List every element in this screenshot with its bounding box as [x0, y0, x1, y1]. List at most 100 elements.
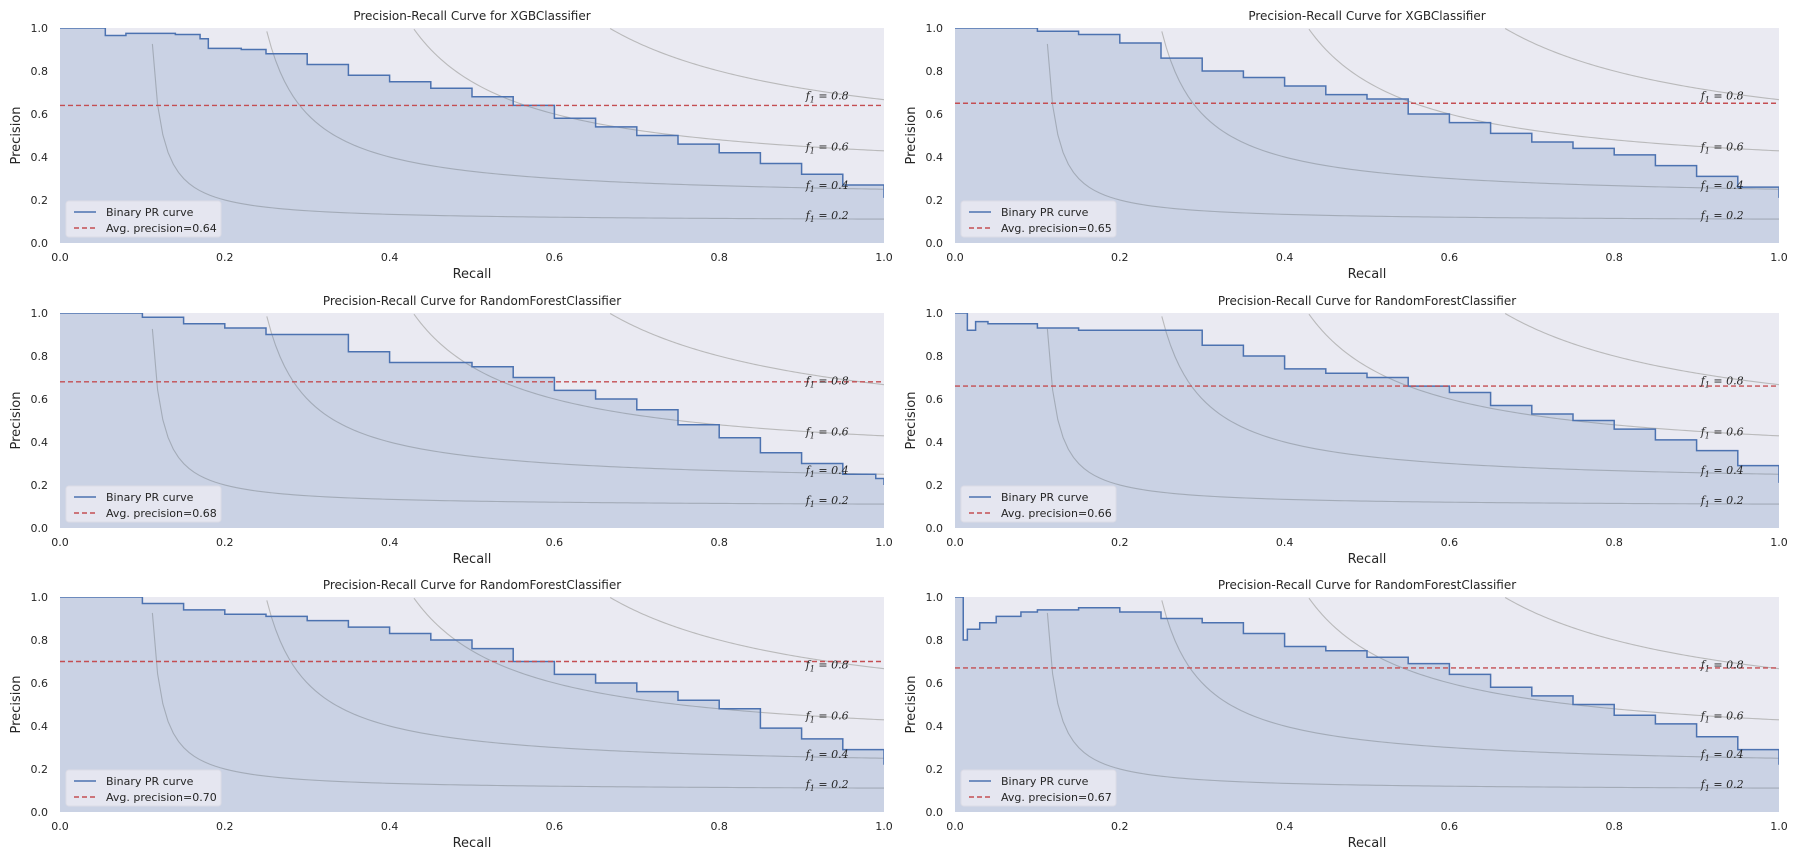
iso-f1-curve — [1504, 28, 1779, 101]
x-axis-label: Recall — [1348, 552, 1387, 567]
pr-curve-fill — [60, 28, 884, 243]
legend-box — [65, 200, 222, 238]
y-tick-label: 0.8 — [926, 634, 944, 647]
x-tick-label: 1.0 — [1770, 251, 1788, 264]
iso-f1-label: f1 = 0.8 — [805, 658, 849, 673]
x-tick-label: 0.6 — [546, 820, 564, 833]
iso-f1-label: f1 = 0.2 — [1700, 494, 1744, 509]
plot-content — [60, 28, 884, 243]
legend: Binary PR curve Avg. precision=0.66 — [960, 485, 1117, 523]
x-tick-label: 0.4 — [1276, 536, 1294, 549]
y-tick-label: 1.0 — [926, 591, 944, 604]
x-axis-label: Recall — [1348, 836, 1387, 851]
pr-curve-fill — [60, 313, 884, 528]
iso-f1-curve — [609, 313, 884, 386]
iso-f1-label: f1 = 0.4 — [805, 748, 849, 763]
x-tick-label: 0.2 — [216, 820, 234, 833]
iso-f1-curve — [151, 328, 884, 505]
pr-chart-5: f1 = 0.2 f1 = 0.4 f1 = 0.6 f1 = 0.8 Precisio… — [9, 578, 893, 851]
iso-f1-curve — [1046, 43, 1779, 220]
iso-f1-curve — [413, 313, 884, 437]
y-tick-label: 1.0 — [31, 22, 49, 35]
pr-chart-4: f1 = 0.2 f1 = 0.4 f1 = 0.6 f1 = 0.8 Precisio… — [904, 294, 1788, 567]
y-tick-label: 0.2 — [31, 194, 49, 207]
x-tick-label: 0.6 — [1441, 251, 1459, 264]
legend-label-ap: Avg. precision=0.67 — [1001, 791, 1112, 804]
iso-f1-label: f1 = 0.4 — [805, 179, 849, 194]
chart-title: Precision-Recall Curve for RandomForestC… — [323, 294, 621, 308]
y-axis-label: Precision — [9, 391, 24, 449]
legend-label-pr: Binary PR curve — [1001, 206, 1089, 219]
x-tick-label: 0.0 — [51, 820, 69, 833]
pr-curve-line — [60, 597, 884, 765]
y-tick-label: 0.2 — [926, 763, 944, 776]
y-tick-label: 0.8 — [31, 350, 49, 363]
iso-f1-label: f1 = 0.8 — [805, 374, 849, 389]
iso-f1-curve — [609, 28, 884, 101]
legend-label-ap: Avg. precision=0.68 — [106, 507, 217, 520]
iso-f1-label: f1 = 0.2 — [805, 494, 849, 509]
iso-f1-label: f1 = 0.8 — [1700, 89, 1744, 104]
iso-f1-label: f1 = 0.2 — [805, 778, 849, 793]
chart-title: Precision-Recall Curve for RandomForestC… — [1218, 578, 1516, 592]
x-tick-label: 0.0 — [51, 536, 69, 549]
y-tick-label: 0.8 — [926, 350, 944, 363]
y-tick-label: 0.8 — [31, 65, 49, 78]
legend: Binary PR curve Avg. precision=0.70 — [65, 769, 222, 807]
iso-f1-curve — [1161, 31, 1779, 190]
pr-curve-fill — [955, 597, 1779, 812]
iso-f1-label: f1 = 0.2 — [805, 209, 849, 224]
iso-f1-label: f1 = 0.2 — [1700, 778, 1744, 793]
iso-f1-curve — [1046, 612, 1779, 789]
y-tick-label: 0.8 — [926, 65, 944, 78]
y-tick-label: 0.6 — [31, 108, 49, 121]
iso-f1-label: f1 = 0.8 — [1700, 658, 1744, 673]
chart-title: Precision-Recall Curve for RandomForestC… — [1218, 294, 1516, 308]
iso-f1-label: f1 = 0.8 — [1700, 374, 1744, 389]
y-tick-label: 0.4 — [926, 720, 944, 733]
pr-curve-line — [60, 313, 884, 485]
iso-f1-curve — [1308, 28, 1779, 152]
pr-curve-line — [955, 28, 1779, 198]
pr-curve-line — [955, 597, 1779, 765]
iso-f1-curve — [609, 597, 884, 670]
pr-curve-fill — [955, 313, 1779, 528]
legend: Binary PR curve Avg. precision=0.64 — [65, 200, 222, 238]
iso-f1-label: f1 = 0.6 — [805, 710, 849, 725]
legend-label-pr: Binary PR curve — [106, 206, 194, 219]
iso-f1-curve — [266, 316, 884, 475]
pr-chart-2: f1 = 0.2 f1 = 0.4 f1 = 0.6 f1 = 0.8 Precisio… — [904, 9, 1788, 282]
iso-f1-curve — [1161, 316, 1779, 475]
x-tick-label: 0.0 — [946, 536, 964, 549]
y-tick-label: 0.0 — [31, 522, 49, 535]
y-tick-label: 0.0 — [926, 237, 944, 250]
y-tick-label: 0.0 — [926, 522, 944, 535]
x-tick-label: 0.0 — [51, 251, 69, 264]
x-tick-label: 0.8 — [710, 536, 728, 549]
y-tick-label: 0.4 — [31, 151, 49, 164]
x-tick-label: 0.8 — [1605, 820, 1623, 833]
plot-content — [60, 313, 884, 528]
y-tick-label: 0.6 — [926, 393, 944, 406]
y-axis-label: Precision — [904, 675, 919, 733]
legend-box — [960, 200, 1117, 238]
iso-f1-label: f1 = 0.4 — [1700, 748, 1744, 763]
pr-curve-fill — [60, 597, 884, 812]
y-tick-label: 1.0 — [31, 307, 49, 320]
iso-f1-curve — [413, 28, 884, 152]
x-tick-label: 0.2 — [216, 251, 234, 264]
x-tick-label: 1.0 — [875, 251, 893, 264]
y-tick-label: 0.0 — [31, 237, 49, 250]
iso-f1-curve — [1504, 313, 1779, 386]
pr-chart-3: f1 = 0.2 f1 = 0.4 f1 = 0.6 f1 = 0.8 Precisio… — [9, 294, 893, 567]
legend-label-pr: Binary PR curve — [1001, 775, 1089, 788]
legend-label-ap: Avg. precision=0.70 — [106, 791, 217, 804]
y-axis-label: Precision — [9, 106, 24, 164]
x-tick-label: 0.6 — [1441, 536, 1459, 549]
x-tick-label: 0.4 — [1276, 251, 1294, 264]
pr-chart-1: f1 = 0.2 f1 = 0.4 f1 = 0.6 f1 = 0.8 Precisio… — [9, 9, 893, 282]
y-tick-label: 0.4 — [926, 436, 944, 449]
pr-curve-fill — [955, 28, 1779, 243]
iso-f1-label: f1 = 0.4 — [805, 464, 849, 479]
